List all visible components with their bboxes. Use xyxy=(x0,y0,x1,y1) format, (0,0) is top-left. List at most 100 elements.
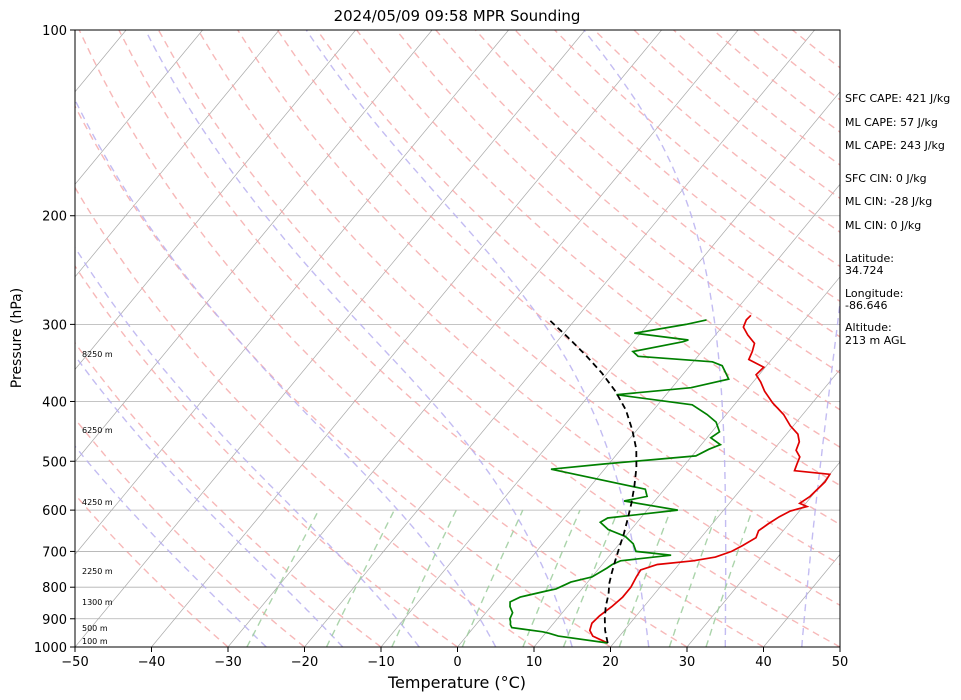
isotherm-line xyxy=(686,461,840,647)
profile-lines xyxy=(509,314,832,644)
y-tick-label: 900 xyxy=(42,613,67,628)
y-tick-label: 700 xyxy=(42,545,67,560)
moist-adiabat xyxy=(75,246,420,647)
y-tick-label: 800 xyxy=(42,581,67,596)
y-tick-label: 1000 xyxy=(34,641,67,656)
x-tick-label: 10 xyxy=(526,655,543,670)
y-tick-label: 600 xyxy=(42,504,67,519)
sounding-index-label: -86.646 xyxy=(845,299,887,312)
chart-title: 2024/05/09 09:58 MPR Sounding xyxy=(334,7,581,25)
dry-adiabat xyxy=(514,30,840,303)
dry-adiabat xyxy=(75,417,305,647)
x-tick-label: 50 xyxy=(832,655,849,670)
x-tick-label: −10 xyxy=(367,655,394,670)
y-tick-label: 400 xyxy=(42,395,67,410)
moist-adiabat-lines xyxy=(75,30,840,647)
x-tick-label: −20 xyxy=(291,655,318,670)
mixing-ratio-line xyxy=(705,509,753,647)
dry-adiabat xyxy=(75,493,229,647)
height-label: 4250 m xyxy=(82,498,113,507)
x-tick-label: 40 xyxy=(755,655,772,670)
x-tick-label: 20 xyxy=(602,655,619,670)
isotherm-line xyxy=(227,30,739,647)
mixing-ratio-line xyxy=(325,509,395,647)
mixing-ratio-line xyxy=(246,509,320,647)
dewpoint-profile-line xyxy=(509,319,730,644)
sounding-index-label: Altitude: xyxy=(845,321,892,334)
moist-adiabat xyxy=(75,445,267,647)
dry-adiabat xyxy=(75,341,382,647)
isotherm-line xyxy=(75,30,433,463)
isotherm-line xyxy=(610,368,840,647)
dry-adiabat xyxy=(157,30,840,647)
height-label: 6250 m xyxy=(82,426,113,435)
dry-adiabat xyxy=(78,30,688,647)
isotherm-line xyxy=(75,30,509,556)
x-tick-label: −30 xyxy=(214,655,241,670)
isotherm-line xyxy=(457,183,840,647)
dry-adiabat xyxy=(276,30,840,526)
isotherm-line xyxy=(75,30,203,185)
dry-adiabat xyxy=(75,264,458,647)
dry-adiabat xyxy=(197,30,840,607)
y-tick-label: 300 xyxy=(42,318,67,333)
y-axis-label: Pressure (hPa) xyxy=(9,288,25,388)
dry-adiabat xyxy=(316,30,840,487)
sounding-index-label: 213 m AGL xyxy=(845,334,907,347)
isotherm-lines xyxy=(75,30,840,647)
sounding-index-label: SFC CAPE: 421 J/kg xyxy=(845,92,950,105)
height-label: 2250 m xyxy=(82,567,113,576)
dry-adiabat xyxy=(75,104,611,647)
mixing-ratio-line xyxy=(618,509,672,647)
isotherm-line xyxy=(380,91,840,647)
temperature-profile-line xyxy=(588,314,832,644)
sounding-index-label: SFC CIN: 0 J/kg xyxy=(845,172,927,185)
sounding-index-label: ML CAPE: 57 J/kg xyxy=(845,116,938,129)
sounding-index-label: 34.724 xyxy=(845,264,884,277)
y-tick-label: 500 xyxy=(42,455,67,470)
isotherm-line xyxy=(75,30,356,370)
isotherm-line xyxy=(304,30,815,647)
mixing-ratio-line xyxy=(668,509,719,647)
sounding-index-label: Latitude: xyxy=(845,252,894,265)
x-axis-label: Temperature (°C) xyxy=(387,673,526,692)
isotherm-line xyxy=(533,276,840,647)
moist-adiabat xyxy=(583,30,727,647)
height-label: 1300 m xyxy=(82,598,113,607)
mixing-ratio-line xyxy=(522,509,581,647)
y-tick-label: 200 xyxy=(42,210,67,225)
moist-adiabat xyxy=(305,30,650,647)
sounding-index-label: Longitude: xyxy=(845,287,903,300)
isobar-gridlines xyxy=(75,215,840,620)
mixing-ratio-lines xyxy=(246,509,753,647)
height-label: 500 m xyxy=(82,624,108,633)
height-labels: 8250 m 6250 m 4250 m 2250 m 1300 m 500 m 100 m xyxy=(82,350,113,646)
y-axis-ticks: 100 200 300 400 500 600 700 800 900 1000 xyxy=(34,24,75,656)
sounding-indices: SFC CAPE: 421 J/kg ML CAPE: 57 J/kg ML CAP… xyxy=(845,92,950,347)
moist-adiabat xyxy=(801,297,840,647)
sounding-index-label: ML CIN: 0 J/kg xyxy=(845,219,921,232)
sounding-index-label: ML CAPE: 243 J/kg xyxy=(845,139,945,152)
x-axis-ticks: −50 −40 −30 −20 −10 0 10 20 30 40 50 xyxy=(61,647,848,670)
dry-adiabat xyxy=(118,30,764,647)
isotherm-line xyxy=(75,30,280,278)
background-lines xyxy=(75,30,840,647)
x-tick-label: 30 xyxy=(679,655,696,670)
x-tick-label: −40 xyxy=(138,655,165,670)
mixing-ratio-line xyxy=(391,509,457,647)
height-label: 100 m xyxy=(82,637,108,646)
moist-adiabat xyxy=(144,30,573,647)
isotherm-line xyxy=(75,30,586,647)
mixing-ratio-line xyxy=(461,509,524,647)
moist-adiabat xyxy=(75,98,497,647)
height-label: 8250 m xyxy=(82,350,113,359)
dry-adiabat-lines xyxy=(75,30,840,647)
x-tick-label: 0 xyxy=(453,655,461,670)
dry-adiabat xyxy=(435,30,840,374)
y-tick-label: 100 xyxy=(42,24,67,39)
moist-adiabat xyxy=(75,354,344,647)
sounding-index-label: ML CIN: -28 J/kg xyxy=(845,195,932,208)
parcel-profile-line xyxy=(546,317,638,644)
dry-adiabat xyxy=(75,186,535,647)
